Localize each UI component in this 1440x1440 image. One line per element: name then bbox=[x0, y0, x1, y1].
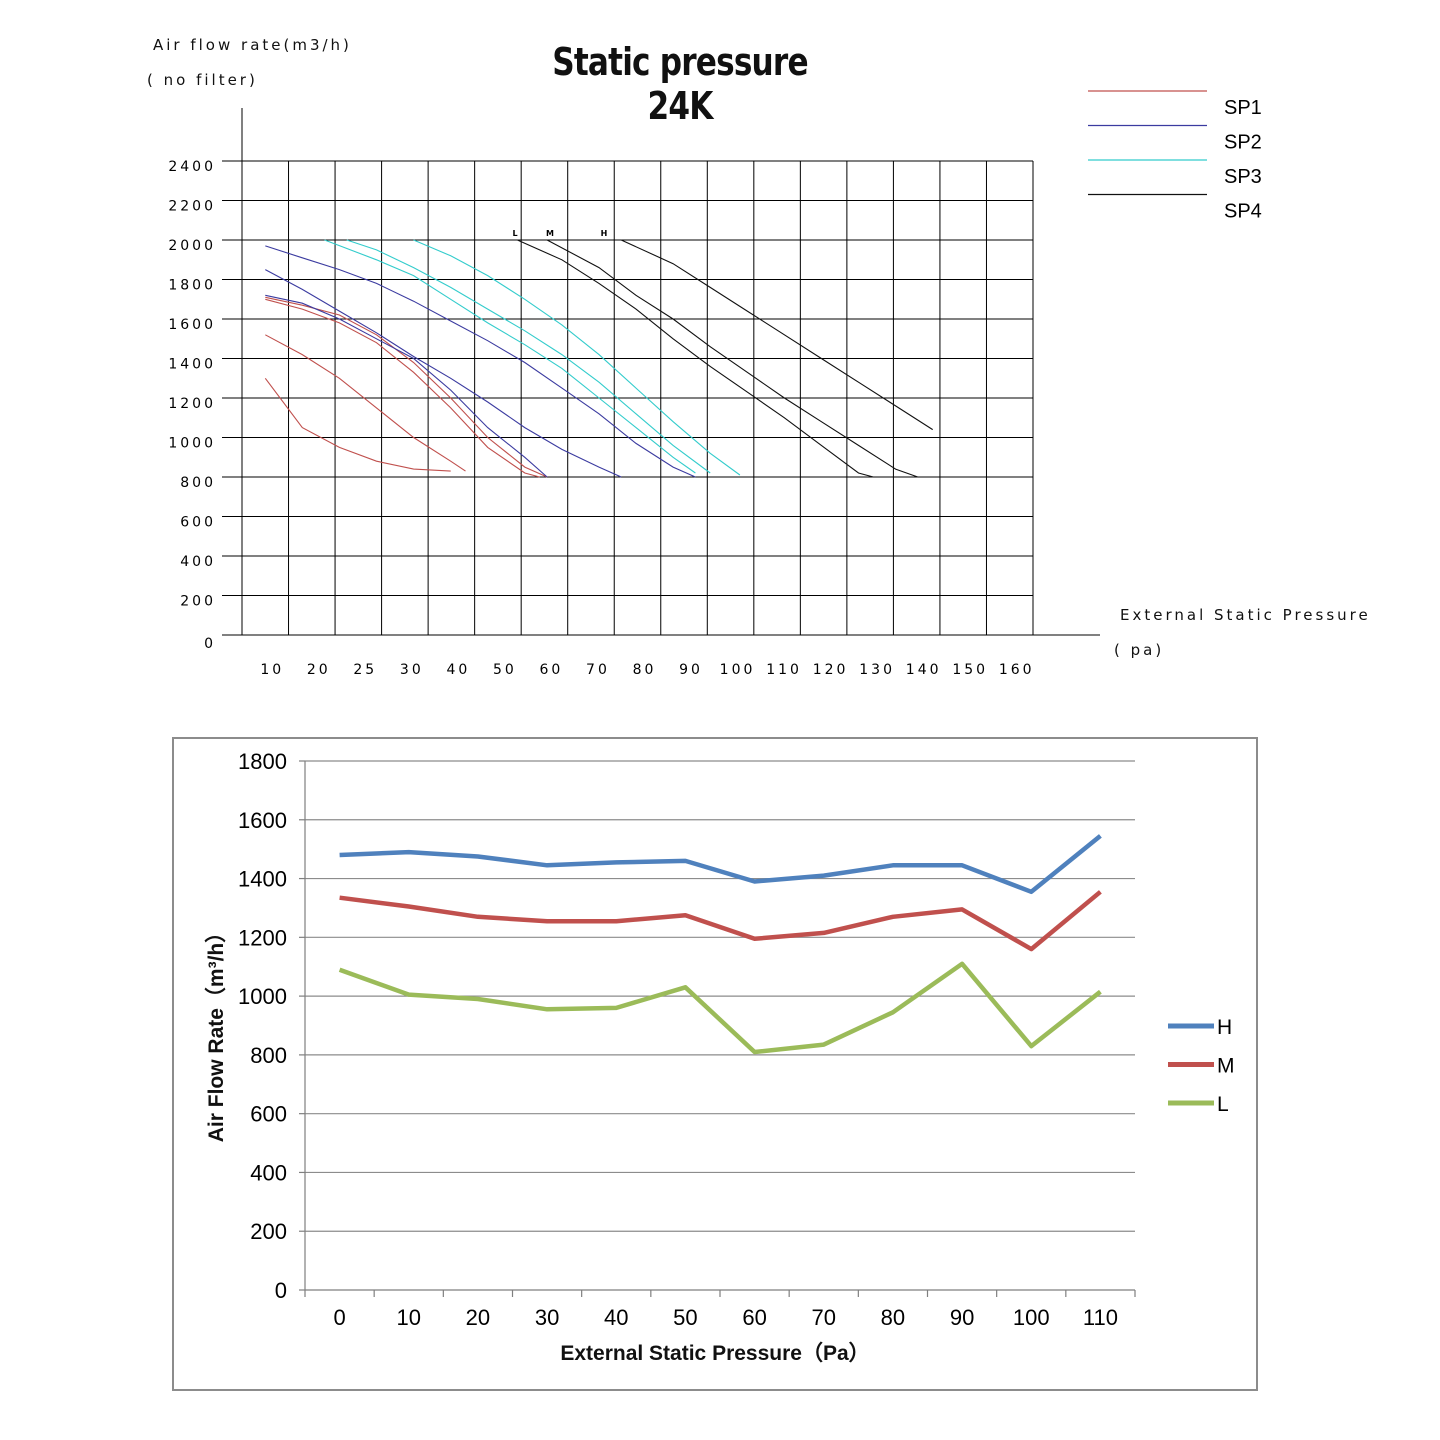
x-tick-label: 150 bbox=[952, 662, 988, 678]
x-tick-label: 10 bbox=[397, 1305, 421, 1330]
x-tick-label: 70 bbox=[812, 1305, 836, 1330]
x-axis-subtitle: ( pa) bbox=[1114, 641, 1165, 659]
y-tick-label: 1600 bbox=[168, 317, 216, 333]
x-tick-label: 80 bbox=[633, 662, 657, 678]
series-line-l bbox=[338, 961, 1102, 1055]
x-tick-label: 140 bbox=[906, 662, 942, 678]
airflow-x-axis-title: External Static Pressure（Pa） bbox=[560, 1342, 870, 1365]
series-curve-sp3 bbox=[324, 239, 696, 474]
y-axis-subtitle: ( no filter) bbox=[147, 71, 258, 89]
series-curve-sp2 bbox=[265, 294, 548, 478]
speed-mark-label: M bbox=[546, 229, 554, 238]
y-tick-label: 1600 bbox=[238, 808, 287, 833]
legend-label-m: M bbox=[1217, 1055, 1235, 1078]
x-tick-label: 120 bbox=[813, 662, 849, 678]
legend-label-sp4: SP4 bbox=[1224, 201, 1262, 223]
speed-mark-label: H bbox=[601, 229, 608, 238]
y-tick-label: 2400 bbox=[168, 159, 216, 175]
y-tick-label: 1200 bbox=[238, 925, 287, 950]
x-tick-label: 40 bbox=[604, 1305, 628, 1330]
series-curve-sp1 bbox=[264, 377, 451, 472]
x-tick-label: 30 bbox=[400, 662, 424, 678]
x-tick-label: 0 bbox=[333, 1305, 345, 1330]
airflow-rate-chart bbox=[172, 737, 1258, 1391]
y-tick-label: 1000 bbox=[238, 984, 287, 1009]
y-tick-label: 800 bbox=[250, 1043, 287, 1068]
y-tick-label: 800 bbox=[180, 475, 216, 491]
y-tick-label: 200 bbox=[250, 1219, 287, 1244]
legend-label-l: L bbox=[1217, 1093, 1229, 1116]
x-tick-label: 90 bbox=[950, 1305, 974, 1330]
x-tick-label: 50 bbox=[673, 1305, 697, 1330]
series-curve-sp1 bbox=[265, 298, 540, 478]
x-tick-label: 60 bbox=[742, 1305, 766, 1330]
x-tick-label: 10 bbox=[260, 662, 284, 678]
static-pressure-plot: 2400220020001800160014001200100080060040… bbox=[168, 90, 1262, 678]
y-tick-label: 400 bbox=[180, 554, 216, 570]
y-tick-label: 1400 bbox=[168, 357, 216, 373]
legend-label-sp1: SP1 bbox=[1224, 97, 1262, 119]
y-tick-label: 600 bbox=[180, 515, 216, 531]
x-tick-label: 100 bbox=[1013, 1305, 1050, 1330]
legend-label-sp2: SP2 bbox=[1224, 132, 1262, 154]
x-tick-label: 110 bbox=[1083, 1305, 1118, 1330]
x-tick-label: 25 bbox=[353, 662, 377, 678]
y-tick-label: 600 bbox=[250, 1102, 287, 1127]
y-tick-label: 200 bbox=[180, 594, 216, 610]
x-tick-label: 80 bbox=[881, 1305, 905, 1330]
speed-mark-label: L bbox=[512, 229, 517, 238]
series-curve-sp4 bbox=[620, 239, 933, 431]
legend-label-h: H bbox=[1217, 1016, 1232, 1039]
series-curve-sp1 bbox=[265, 334, 466, 472]
series-curve-sp3 bbox=[346, 239, 711, 474]
x-axis-title: External Static Pressure bbox=[1120, 606, 1371, 624]
y-tick-label: 0 bbox=[204, 636, 216, 652]
x-tick-label: 20 bbox=[307, 662, 331, 678]
x-tick-label: 60 bbox=[540, 662, 564, 678]
series-curve-sp4 bbox=[517, 239, 874, 478]
x-tick-label: 90 bbox=[679, 662, 703, 678]
y-tick-label: 1800 bbox=[168, 278, 216, 294]
x-tick-label: 100 bbox=[720, 662, 756, 678]
x-tick-label: 70 bbox=[586, 662, 610, 678]
y-tick-label: 1800 bbox=[238, 749, 287, 774]
series-curve-sp3 bbox=[413, 239, 741, 476]
series-curve-sp2 bbox=[265, 245, 696, 478]
y-tick-label: 400 bbox=[250, 1160, 287, 1185]
legend-label-sp3: SP3 bbox=[1224, 166, 1262, 188]
y-tick-label: 1000 bbox=[168, 436, 216, 452]
x-tick-label: 110 bbox=[766, 662, 802, 678]
y-tick-label: 2000 bbox=[168, 238, 216, 254]
x-tick-label: 130 bbox=[859, 662, 895, 678]
static-pressure-chart: Static pressure 24K Air flow rate(m3/h) … bbox=[0, 0, 1440, 700]
y-tick-label: 1200 bbox=[168, 396, 216, 412]
x-tick-label: 40 bbox=[446, 662, 470, 678]
y-tick-label: 2200 bbox=[168, 199, 216, 215]
series-line-m bbox=[339, 890, 1102, 952]
chart-title: Static pressure 24K bbox=[552, 40, 808, 128]
x-tick-label: 30 bbox=[535, 1305, 559, 1330]
x-tick-label: 160 bbox=[999, 662, 1035, 678]
x-tick-label: 20 bbox=[466, 1305, 490, 1330]
x-tick-label: 50 bbox=[493, 662, 517, 678]
y-tick-label: 0 bbox=[275, 1278, 287, 1303]
series-line-h bbox=[339, 834, 1102, 895]
series-curve-sp4 bbox=[546, 239, 918, 478]
y-tick-label: 1400 bbox=[238, 867, 287, 892]
y-axis-title: Air flow rate(m3/h) bbox=[153, 36, 352, 54]
series-curve-sp2 bbox=[265, 269, 622, 478]
